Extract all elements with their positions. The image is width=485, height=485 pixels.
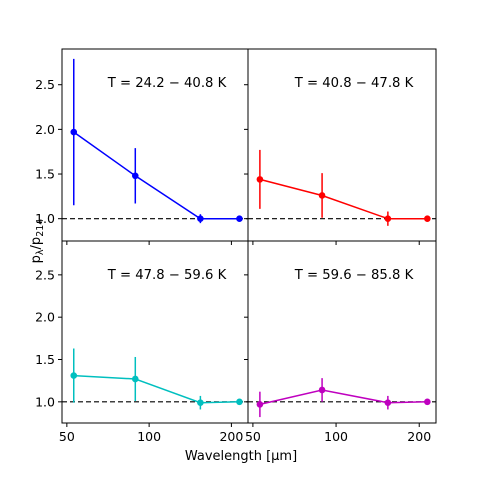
y-tick-label: 1.5 bbox=[35, 352, 55, 367]
series-line bbox=[259, 389, 428, 406]
x-tick-label: 200 bbox=[219, 429, 243, 444]
data-point bbox=[70, 128, 78, 136]
data-point bbox=[197, 215, 204, 222]
x-axis-label: Wavelength [μm] bbox=[185, 449, 297, 464]
series-line bbox=[259, 178, 428, 220]
y-tick-label: 1.0 bbox=[35, 394, 55, 409]
x-tick-label: 100 bbox=[324, 429, 348, 444]
data-point bbox=[384, 215, 392, 222]
data-point bbox=[424, 215, 431, 222]
data-point bbox=[70, 372, 78, 379]
panel-title: T = 40.8 − 47.8 K bbox=[294, 76, 414, 91]
y-label-main: p bbox=[29, 255, 44, 263]
data-point bbox=[318, 386, 326, 394]
panel-4: T = 59.6 − 85.8 K 50 100 200 bbox=[244, 240, 437, 444]
series-line bbox=[73, 374, 240, 404]
data-point bbox=[131, 375, 139, 383]
panel-1: T = 24.2 − 40.8 K 1.0 1.5 2.0 2.5 bbox=[35, 48, 249, 245]
data-point bbox=[424, 398, 431, 406]
data-point bbox=[384, 399, 392, 406]
y-label-sub-main: λ bbox=[35, 249, 46, 255]
y-tick-label: 2.5 bbox=[35, 267, 55, 282]
data-point bbox=[318, 192, 326, 199]
panel-title: T = 59.6 − 85.8 K bbox=[294, 268, 414, 283]
data-point bbox=[197, 399, 204, 406]
y-tick-label: 1.0 bbox=[35, 211, 55, 226]
data-point bbox=[256, 176, 264, 183]
y-label-base: p bbox=[29, 237, 44, 245]
y-label-sub-base: 214 bbox=[35, 219, 46, 237]
data-point bbox=[256, 401, 264, 408]
y-label-slash: / bbox=[29, 244, 44, 249]
panel-2: T = 40.8 − 47.8 K bbox=[244, 48, 437, 245]
x-tick-label: 100 bbox=[137, 429, 161, 444]
panels-group: T = 24.2 − 40.8 K 1.0 1.5 2.0 2.5 T = 40.8 − … bbox=[35, 48, 437, 444]
series-line bbox=[73, 131, 240, 220]
data-point bbox=[236, 215, 243, 222]
panel-title: T = 47.8 − 59.6 K bbox=[107, 268, 227, 283]
y-tick-label: 2.5 bbox=[35, 77, 55, 92]
panel-frame bbox=[247, 240, 437, 424]
x-tick-label: 50 bbox=[59, 429, 75, 444]
y-tick-label: 2.0 bbox=[35, 310, 55, 325]
panel-3: T = 47.8 − 59.6 K 1.0 1.5 2.0 2.5 50 100 200 bbox=[35, 240, 249, 444]
data-point bbox=[236, 398, 243, 406]
data-point bbox=[131, 172, 139, 180]
x-tick-label: 200 bbox=[407, 429, 431, 444]
x-tick-label: 50 bbox=[245, 429, 261, 444]
y-tick-label: 1.5 bbox=[35, 167, 55, 182]
y-axis-label: pλ/p214 bbox=[29, 219, 46, 264]
panel-title: T = 24.2 − 40.8 K bbox=[107, 76, 227, 91]
y-tick-label: 2.0 bbox=[35, 122, 55, 137]
